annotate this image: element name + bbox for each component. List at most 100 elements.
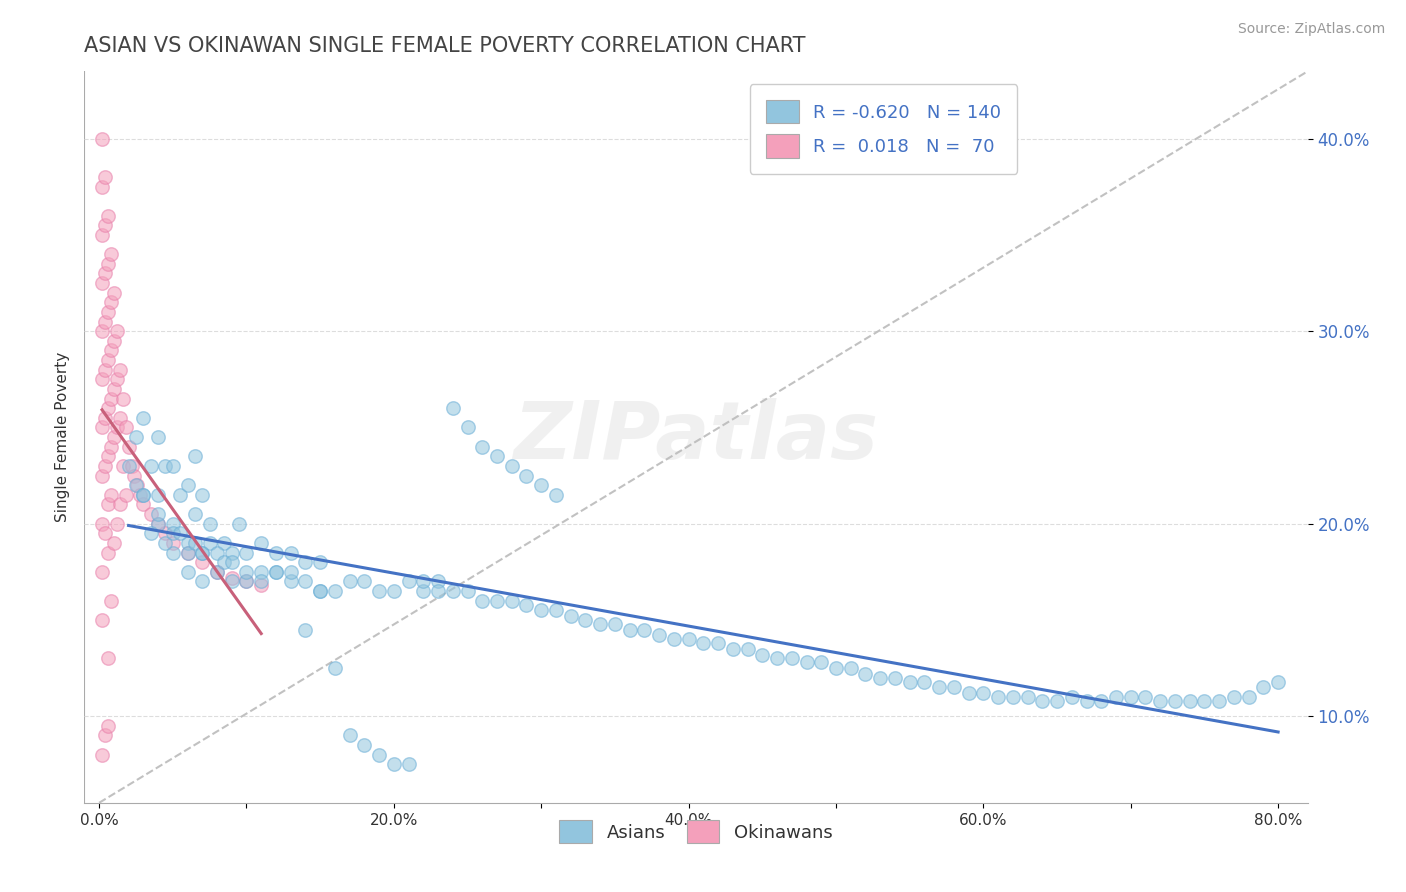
Point [323, 661, 346, 675]
Point [884, 671, 907, 685]
Point [100, 440, 122, 454]
Point [427, 574, 450, 589]
Point [91, 276, 114, 290]
Point [146, 430, 169, 444]
Point [94, 315, 117, 329]
Point [1119, 690, 1142, 704]
Point [898, 674, 921, 689]
Point [1031, 694, 1053, 708]
Point [692, 636, 714, 650]
Point [280, 565, 302, 579]
Point [1060, 690, 1083, 704]
Point [105, 324, 128, 338]
Point [339, 574, 361, 589]
Point [146, 516, 169, 531]
Point [97, 651, 120, 665]
Point [221, 555, 243, 569]
Point [176, 545, 198, 559]
Point [205, 565, 228, 579]
Point [100, 247, 122, 261]
Point [1208, 694, 1230, 708]
Point [353, 574, 375, 589]
Point [339, 728, 361, 742]
Point [235, 565, 257, 579]
Point [1105, 690, 1128, 704]
Point [91, 613, 114, 627]
Point [441, 401, 464, 416]
Point [214, 555, 236, 569]
Point [309, 584, 332, 599]
Point [117, 440, 139, 454]
Point [127, 478, 149, 492]
Point [198, 536, 221, 550]
Point [124, 468, 146, 483]
Point [146, 507, 169, 521]
Point [198, 516, 221, 531]
Point [221, 545, 243, 559]
Text: Source: ZipAtlas.com: Source: ZipAtlas.com [1237, 22, 1385, 37]
Point [471, 440, 494, 454]
Point [94, 170, 117, 185]
Point [810, 655, 832, 669]
Point [162, 536, 184, 550]
Point [530, 478, 553, 492]
Point [139, 526, 162, 541]
Point [221, 574, 243, 589]
Point [100, 488, 122, 502]
Point [485, 450, 508, 464]
Point [162, 516, 184, 531]
Point [412, 574, 434, 589]
Point [191, 555, 214, 569]
Point [94, 728, 117, 742]
Point [987, 690, 1010, 704]
Point [250, 578, 273, 592]
Point [737, 641, 759, 656]
Point [94, 410, 117, 425]
Point [91, 468, 114, 483]
Point [146, 516, 169, 531]
Point [957, 686, 980, 700]
Point [97, 719, 120, 733]
Point [97, 498, 120, 512]
Point [94, 362, 117, 376]
Point [191, 545, 214, 559]
Legend: Asians, Okinawans: Asians, Okinawans [543, 804, 849, 860]
Point [100, 392, 122, 406]
Point [574, 613, 596, 627]
Point [1046, 694, 1069, 708]
Point [501, 593, 523, 607]
Point [125, 478, 148, 492]
Point [544, 603, 567, 617]
Point [132, 488, 155, 502]
Point [501, 458, 523, 473]
Point [264, 565, 287, 579]
Point [457, 420, 479, 434]
Point [97, 257, 120, 271]
Point [191, 574, 214, 589]
Point [412, 584, 434, 599]
Y-axis label: Single Female Poverty: Single Female Poverty [55, 352, 70, 522]
Point [184, 450, 207, 464]
Point [353, 738, 375, 752]
Point [162, 545, 184, 559]
Point [108, 410, 131, 425]
Point [108, 362, 131, 376]
Point [100, 343, 122, 358]
Point [544, 488, 567, 502]
Point [103, 285, 125, 300]
Point [264, 565, 287, 579]
Point [91, 227, 114, 242]
Point [280, 574, 302, 589]
Point [427, 584, 450, 599]
Point [176, 545, 198, 559]
Point [1194, 694, 1216, 708]
Point [928, 681, 950, 695]
Point [105, 516, 128, 531]
Point [869, 671, 891, 685]
Point [91, 747, 114, 762]
Point [368, 584, 391, 599]
Point [457, 584, 479, 599]
Point [560, 609, 582, 624]
Point [294, 623, 316, 637]
Point [214, 536, 236, 550]
